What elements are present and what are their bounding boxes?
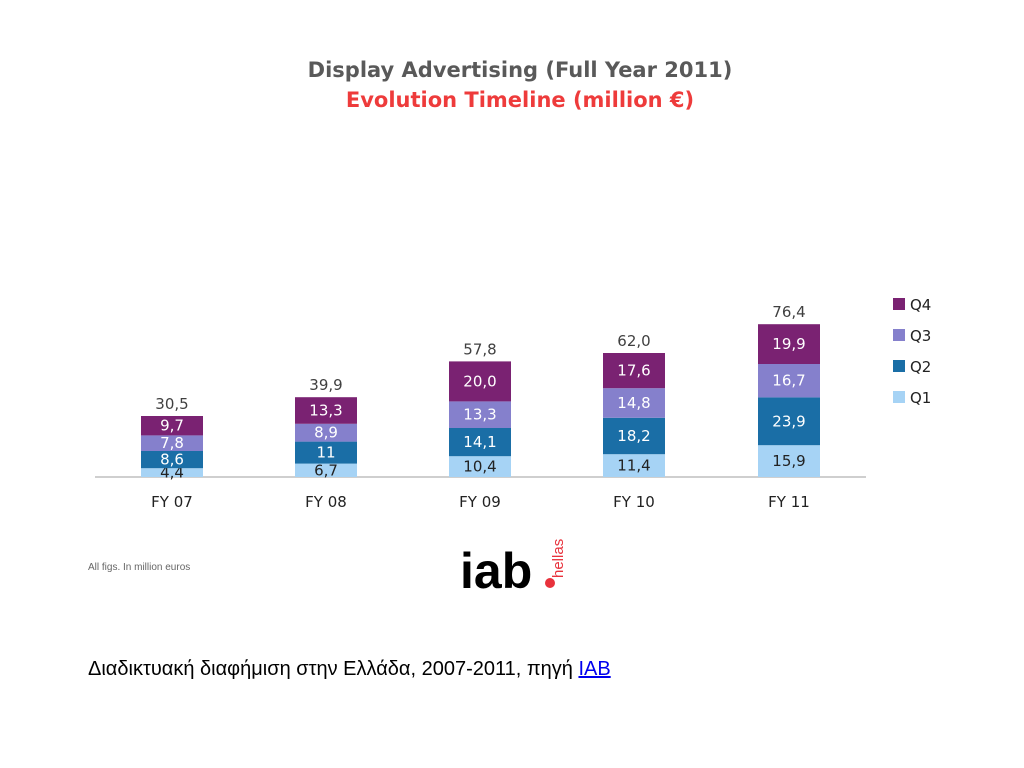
data-label: 18,2: [617, 427, 650, 445]
data-label: 7,8: [160, 434, 184, 452]
data-label: 20,0: [463, 372, 496, 390]
chart-subtitle: Evolution Timeline (million €): [345, 88, 695, 112]
bar-segment-q1: [603, 454, 665, 477]
stacked-bar-chart: 4,48,67,89,730,5FY 076,7118,913,339,9FY …: [95, 296, 931, 511]
category-tick-label: FY 07: [151, 493, 193, 511]
bar-segment-q3: [449, 401, 511, 428]
data-label: 13,3: [309, 402, 342, 420]
caption-text: Διαδικτυακή διαφήμιση στην Ελλάδα, 2007-…: [88, 658, 579, 680]
data-label: 15,9: [772, 452, 805, 470]
iab-hellas-logo: iab hellas: [460, 539, 567, 596]
legend-swatch-q1: [893, 391, 905, 403]
bar-segment-q4: [141, 416, 203, 436]
data-label: 19,9: [772, 335, 805, 353]
total-label: 62,0: [617, 332, 650, 350]
data-label: 14,1: [463, 433, 496, 451]
data-label: 14,8: [617, 394, 650, 412]
data-label: 13,3: [463, 406, 496, 424]
category-tick-label: FY 10: [613, 493, 655, 511]
data-label: 16,7: [772, 372, 805, 390]
total-label: 76,4: [772, 303, 805, 321]
legend-swatch-q3: [893, 329, 905, 341]
category-tick-label: FY 09: [459, 493, 501, 511]
category-tick-label: FY 08: [305, 493, 347, 511]
total-label: 57,8: [463, 340, 496, 358]
logo-dot: [545, 578, 555, 588]
data-label: 11,4: [617, 457, 650, 475]
data-label: 8,9: [314, 424, 338, 442]
bar-segment-q2: [449, 428, 511, 457]
data-label: 23,9: [772, 412, 805, 430]
data-label: 10,4: [463, 458, 496, 476]
total-label: 30,5: [155, 395, 188, 413]
logo-text: iab: [460, 543, 532, 596]
bar-segment-q4: [603, 353, 665, 389]
bar-segment-q2: [141, 451, 203, 469]
legend-swatch-q2: [893, 360, 905, 372]
data-label: 8,6: [160, 451, 184, 469]
bar-segment-q3: [603, 388, 665, 418]
data-label: 6,7: [314, 461, 338, 479]
bar-segment-q1: [758, 445, 820, 477]
legend-swatch-q4: [893, 298, 905, 310]
legend-label: Q4: [910, 296, 931, 314]
bar-segment-q1: [295, 463, 357, 477]
bar-segment-q2: [603, 417, 665, 455]
bar-segment-q1: [141, 468, 203, 477]
source-link[interactable]: IAB: [578, 658, 611, 680]
data-label: 17,6: [617, 362, 650, 380]
bar-segment-q4: [295, 397, 357, 424]
caption: Διαδικτυακή διαφήμιση στην Ελλάδα, 2007-…: [88, 658, 611, 681]
data-label: 9,7: [160, 417, 184, 435]
category-tick-label: FY 11: [768, 493, 810, 511]
bar-segment-q4: [449, 361, 511, 402]
bar-segment-q4: [758, 324, 820, 364]
total-label: 39,9: [309, 376, 342, 394]
legend-label: Q2: [910, 358, 931, 376]
footnote: All figs. In million euros: [88, 562, 191, 573]
data-label: 11: [316, 444, 335, 462]
bar-segment-q2: [758, 397, 820, 446]
chart-title: Display Advertising (Full Year 2011): [307, 58, 733, 82]
bar-segment-q2: [295, 441, 357, 464]
logo-subtext: hellas: [550, 539, 567, 578]
bar-segment-q3: [295, 423, 357, 442]
bar-segment-q3: [758, 364, 820, 398]
legend-label: Q1: [910, 389, 931, 407]
legend-label: Q3: [910, 327, 931, 345]
bar-segment-q1: [449, 456, 511, 477]
bar-segment-q3: [141, 435, 203, 451]
